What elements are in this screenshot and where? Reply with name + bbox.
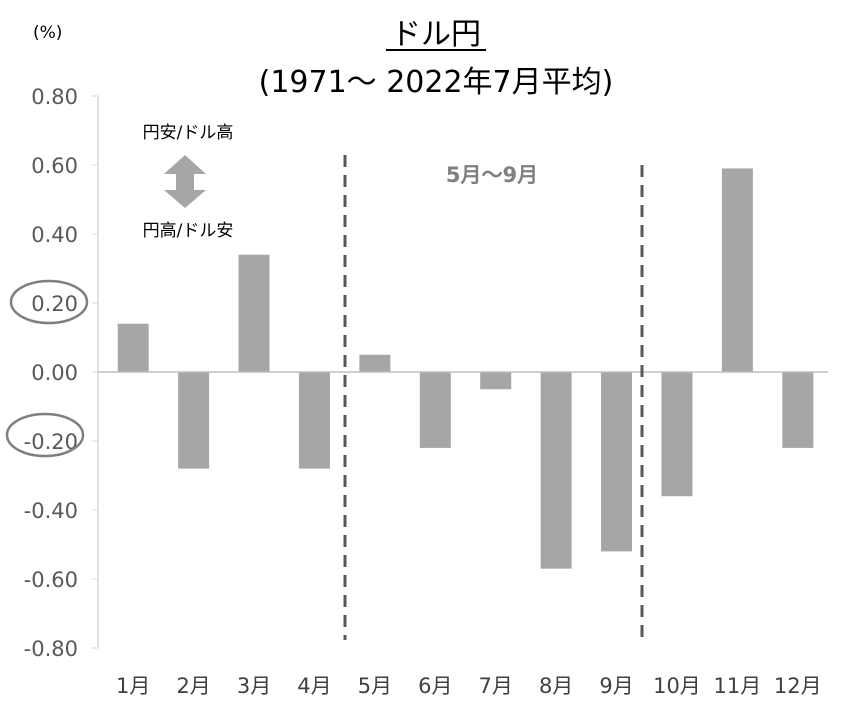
x-tick-label: 12月 bbox=[774, 674, 822, 698]
y-tick-label: 0.80 bbox=[31, 85, 78, 109]
band-label: 5月～9月 bbox=[446, 163, 538, 187]
chart-subtitle: (1971～ 2022年7月平均) bbox=[259, 65, 614, 100]
up-direction-label: 円安/ドル高 bbox=[143, 123, 234, 143]
down-direction-label: 円高/ドル安 bbox=[143, 221, 234, 241]
x-tick-label: 9月 bbox=[599, 674, 633, 698]
highlight-circle-positive bbox=[9, 279, 89, 325]
chart-title: ドル円 bbox=[391, 17, 481, 52]
x-tick-label: 1月 bbox=[116, 674, 150, 698]
x-tick-label: 11月 bbox=[714, 674, 762, 698]
double-arrow-icon bbox=[164, 155, 206, 208]
bar-12 bbox=[782, 372, 814, 448]
bar-6 bbox=[419, 372, 451, 448]
bar-1 bbox=[117, 323, 149, 372]
x-tick-label: 8月 bbox=[539, 674, 573, 698]
y-tick-label: -0.40 bbox=[24, 499, 78, 523]
x-tick-label: 2月 bbox=[176, 674, 210, 698]
y-axis-unit: (%) bbox=[33, 23, 62, 43]
bar-3 bbox=[238, 254, 270, 372]
x-tick-label: 3月 bbox=[237, 674, 271, 698]
x-tick-label: 4月 bbox=[297, 674, 331, 698]
bar-5 bbox=[359, 354, 391, 372]
y-tick-label: -0.60 bbox=[24, 568, 78, 592]
bar-11 bbox=[721, 168, 753, 372]
x-tick-label: 10月 bbox=[653, 674, 701, 698]
y-tick-label: -0.80 bbox=[24, 637, 78, 661]
x-tick-label: 7月 bbox=[479, 674, 513, 698]
x-tick-label: 6月 bbox=[418, 674, 452, 698]
y-tick-label: 0.00 bbox=[31, 361, 78, 385]
y-tick-label: 0.40 bbox=[31, 223, 78, 247]
highlight-circle-negative bbox=[5, 412, 85, 458]
bar-7 bbox=[480, 372, 512, 390]
bar-2 bbox=[178, 372, 210, 469]
bar-9 bbox=[601, 372, 633, 552]
bar-10 bbox=[661, 372, 693, 497]
y-tick-label: 0.20 bbox=[31, 292, 78, 316]
bar-4 bbox=[298, 372, 330, 469]
bar-8 bbox=[540, 372, 572, 569]
x-tick-label: 5月 bbox=[358, 674, 392, 698]
y-tick-label: 0.60 bbox=[31, 154, 78, 178]
